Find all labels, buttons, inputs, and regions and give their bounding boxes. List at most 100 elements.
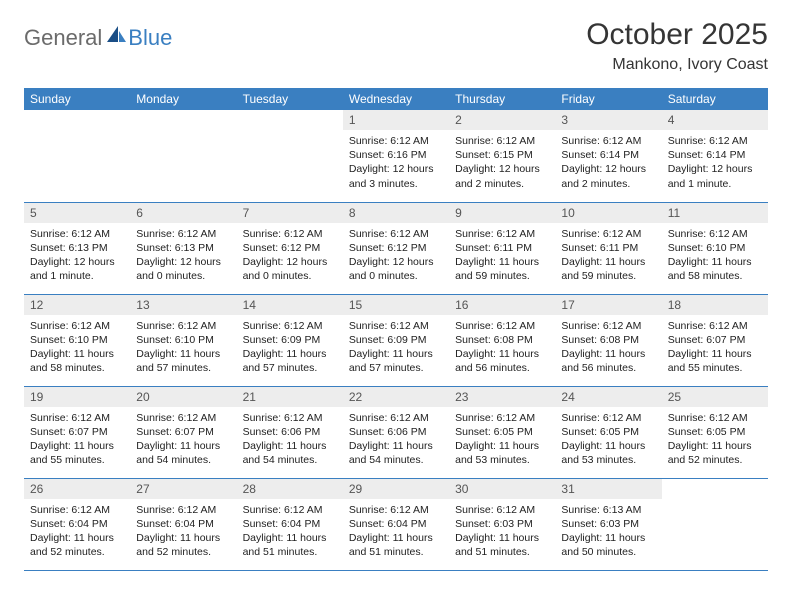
day-header: Friday — [555, 88, 661, 110]
calendar-cell: 7Sunrise: 6:12 AMSunset: 6:12 PMDaylight… — [237, 202, 343, 294]
daylight-text: Daylight: 12 hours and 2 minutes. — [561, 162, 655, 190]
day-number: 9 — [449, 203, 555, 223]
daylight-text: Daylight: 11 hours and 56 minutes. — [561, 347, 655, 375]
day-detail: Sunrise: 6:12 AMSunset: 6:10 PMDaylight:… — [662, 223, 768, 286]
calendar-cell: 15Sunrise: 6:12 AMSunset: 6:09 PMDayligh… — [343, 294, 449, 386]
sunset-text: Sunset: 6:14 PM — [561, 148, 655, 162]
day-detail: Sunrise: 6:12 AMSunset: 6:08 PMDaylight:… — [555, 315, 661, 378]
calendar-week: 26Sunrise: 6:12 AMSunset: 6:04 PMDayligh… — [24, 478, 768, 570]
sunrise-text: Sunrise: 6:12 AM — [668, 134, 762, 148]
sunrise-text: Sunrise: 6:12 AM — [561, 227, 655, 241]
sunset-text: Sunset: 6:05 PM — [561, 425, 655, 439]
sunrise-text: Sunrise: 6:12 AM — [455, 319, 549, 333]
calendar-cell: 27Sunrise: 6:12 AMSunset: 6:04 PMDayligh… — [130, 478, 236, 570]
sunset-text: Sunset: 6:07 PM — [668, 333, 762, 347]
calendar-cell: 2Sunrise: 6:12 AMSunset: 6:15 PMDaylight… — [449, 110, 555, 202]
calendar-cell: 5Sunrise: 6:12 AMSunset: 6:13 PMDaylight… — [24, 202, 130, 294]
calendar-cell: 17Sunrise: 6:12 AMSunset: 6:08 PMDayligh… — [555, 294, 661, 386]
day-detail: Sunrise: 6:12 AMSunset: 6:16 PMDaylight:… — [343, 130, 449, 193]
daylight-text: Daylight: 11 hours and 52 minutes. — [30, 531, 124, 559]
logo: General Blue — [24, 18, 172, 51]
day-detail: Sunrise: 6:12 AMSunset: 6:04 PMDaylight:… — [237, 499, 343, 562]
daylight-text: Daylight: 11 hours and 58 minutes. — [30, 347, 124, 375]
daylight-text: Daylight: 11 hours and 53 minutes. — [455, 439, 549, 467]
logo-word-2: Blue — [128, 25, 172, 51]
sunrise-text: Sunrise: 6:12 AM — [349, 227, 443, 241]
daylight-text: Daylight: 11 hours and 51 minutes. — [243, 531, 337, 559]
day-number: 23 — [449, 387, 555, 407]
month-title: October 2025 — [586, 18, 768, 52]
day-detail: Sunrise: 6:12 AMSunset: 6:07 PMDaylight:… — [24, 407, 130, 470]
calendar-cell: .. — [24, 110, 130, 202]
day-number: 10 — [555, 203, 661, 223]
calendar-cell: .. — [662, 478, 768, 570]
sunset-text: Sunset: 6:11 PM — [455, 241, 549, 255]
daylight-text: Daylight: 11 hours and 56 minutes. — [455, 347, 549, 375]
day-detail: Sunrise: 6:12 AMSunset: 6:04 PMDaylight:… — [343, 499, 449, 562]
daylight-text: Daylight: 11 hours and 54 minutes. — [349, 439, 443, 467]
day-detail: Sunrise: 6:12 AMSunset: 6:05 PMDaylight:… — [662, 407, 768, 470]
calendar-cell: 16Sunrise: 6:12 AMSunset: 6:08 PMDayligh… — [449, 294, 555, 386]
sunrise-text: Sunrise: 6:12 AM — [243, 319, 337, 333]
day-header-row: SundayMondayTuesdayWednesdayThursdayFrid… — [24, 88, 768, 110]
daylight-text: Daylight: 11 hours and 51 minutes. — [455, 531, 549, 559]
sunset-text: Sunset: 6:10 PM — [668, 241, 762, 255]
day-header: Wednesday — [343, 88, 449, 110]
daylight-text: Daylight: 12 hours and 0 minutes. — [136, 255, 230, 283]
day-number: 12 — [24, 295, 130, 315]
day-number: 17 — [555, 295, 661, 315]
sunrise-text: Sunrise: 6:12 AM — [30, 503, 124, 517]
day-number: 29 — [343, 479, 449, 499]
sunset-text: Sunset: 6:13 PM — [136, 241, 230, 255]
calendar-cell: 21 Sunrise: 6:12 AMSunset: 6:06 PMDayligh… — [237, 386, 343, 478]
sunrise-text: Sunrise: 6:13 AM — [561, 503, 655, 517]
calendar-week: 5Sunrise: 6:12 AMSunset: 6:13 PMDaylight… — [24, 202, 768, 294]
day-header: Monday — [130, 88, 236, 110]
sunrise-text: Sunrise: 6:12 AM — [561, 134, 655, 148]
sunrise-text: Sunrise: 6:12 AM — [30, 227, 124, 241]
sunset-text: Sunset: 6:07 PM — [136, 425, 230, 439]
daylight-text: Daylight: 11 hours and 59 minutes. — [455, 255, 549, 283]
calendar-cell: 19Sunrise: 6:12 AMSunset: 6:07 PMDayligh… — [24, 386, 130, 478]
daylight-text: Daylight: 12 hours and 0 minutes. — [349, 255, 443, 283]
calendar-week: 19Sunrise: 6:12 AMSunset: 6:07 PMDayligh… — [24, 386, 768, 478]
daylight-text: Daylight: 11 hours and 51 minutes. — [349, 531, 443, 559]
day-number: 21 — [237, 387, 343, 407]
calendar-cell: 30Sunrise: 6:12 AMSunset: 6:03 PMDayligh… — [449, 478, 555, 570]
sunrise-text: Sunrise: 6:12 AM — [349, 134, 443, 148]
day-number: 26 — [24, 479, 130, 499]
day-number: 6 — [130, 203, 236, 223]
calendar-cell: 12Sunrise: 6:12 AMSunset: 6:10 PMDayligh… — [24, 294, 130, 386]
sunset-text: Sunset: 6:08 PM — [561, 333, 655, 347]
sunrise-text: Sunrise: 6:12 AM — [136, 503, 230, 517]
day-number: 28 — [237, 479, 343, 499]
calendar-cell: 23Sunrise: 6:12 AMSunset: 6:05 PMDayligh… — [449, 386, 555, 478]
day-header: Sunday — [24, 88, 130, 110]
calendar-table: SundayMondayTuesdayWednesdayThursdayFrid… — [24, 88, 768, 571]
day-number: 30 — [449, 479, 555, 499]
sunrise-text: Sunrise: 6:12 AM — [243, 411, 337, 425]
calendar-cell: 11Sunrise: 6:12 AMSunset: 6:10 PMDayligh… — [662, 202, 768, 294]
day-detail: Sunrise: 6:12 AMSunset: 6:13 PMDaylight:… — [24, 223, 130, 286]
day-detail: Sunrise: 6:12 AMSunset: 6:04 PMDaylight:… — [130, 499, 236, 562]
daylight-text: Daylight: 11 hours and 52 minutes. — [136, 531, 230, 559]
day-detail: Sunrise: 6:12 AMSunset: 6:12 PMDaylight:… — [343, 223, 449, 286]
day-detail: Sunrise: 6:12 AMSunset: 6:12 PMDaylight:… — [237, 223, 343, 286]
sunrise-text: Sunrise: 6:12 AM — [668, 227, 762, 241]
daylight-text: Daylight: 12 hours and 1 minute. — [30, 255, 124, 283]
calendar-week: 12Sunrise: 6:12 AMSunset: 6:10 PMDayligh… — [24, 294, 768, 386]
sunset-text: Sunset: 6:06 PM — [243, 425, 337, 439]
sunset-text: Sunset: 6:16 PM — [349, 148, 443, 162]
daylight-text: Daylight: 11 hours and 54 minutes. — [243, 439, 337, 467]
sunrise-text: Sunrise: 6:12 AM — [349, 503, 443, 517]
sunset-text: Sunset: 6:08 PM — [455, 333, 549, 347]
sunrise-text: Sunrise: 6:12 AM — [30, 411, 124, 425]
day-number: 19 — [24, 387, 130, 407]
day-number: 27 — [130, 479, 236, 499]
daylight-text: Daylight: 11 hours and 57 minutes. — [349, 347, 443, 375]
calendar-cell: 28Sunrise: 6:12 AMSunset: 6:04 PMDayligh… — [237, 478, 343, 570]
sunset-text: Sunset: 6:12 PM — [349, 241, 443, 255]
sunset-text: Sunset: 6:10 PM — [30, 333, 124, 347]
day-number: 2 — [449, 110, 555, 130]
day-number: 8 — [343, 203, 449, 223]
